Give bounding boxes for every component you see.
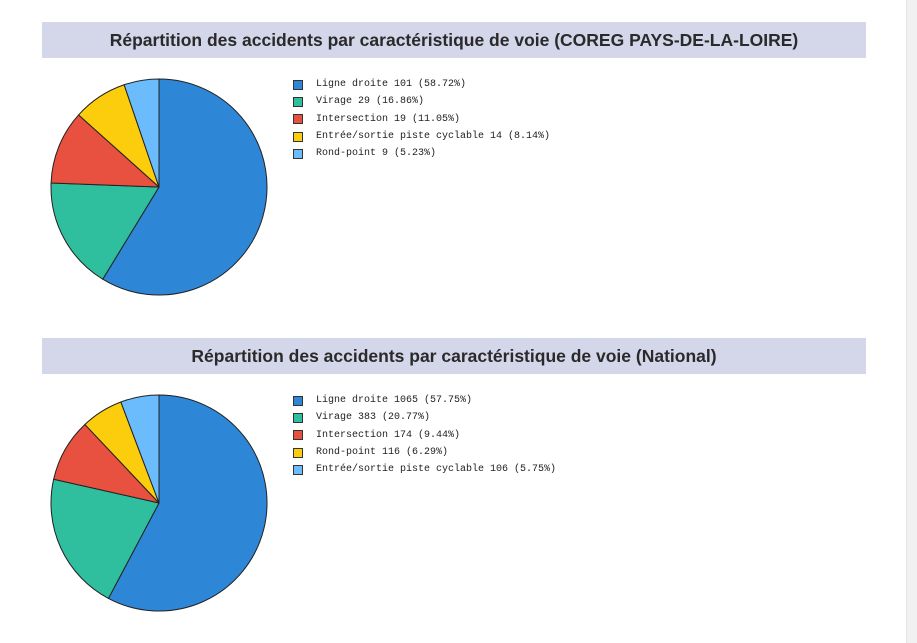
chart-title: Répartition des accidents par caractéris…: [191, 345, 717, 366]
legend-label: Ligne droite 1065 (57.75%): [316, 395, 473, 407]
legend-national: Ligne droite 1065 (57.75%) Virage 383 (20…: [293, 392, 556, 478]
pie-slice-0: [107, 394, 268, 612]
legend-label: Ligne droite 101 (58.72%): [316, 79, 467, 91]
legend-item: Intersection 19 (11.05%): [293, 111, 550, 128]
legend-label: Intersection 174 (9.44%): [316, 429, 461, 441]
legend-swatch: [293, 395, 303, 406]
legend-label: Rond-point 116 (6.29%): [316, 447, 449, 459]
legend-label: Rond-point 9 (5.23%): [316, 148, 437, 160]
legend-swatch: [293, 131, 303, 142]
pie-slice-4: [120, 394, 160, 504]
legend-swatch: [293, 114, 303, 125]
legend-label: Entrée/sortie piste cyclable 106 (5.75%): [316, 464, 557, 476]
legend-item: Intersection 174 (9.44%): [293, 427, 556, 444]
legend-label: Intersection 19 (11.05%): [316, 113, 461, 125]
pie-slice-2: [50, 114, 160, 188]
legend-swatch: [293, 96, 303, 107]
scrollbar-track[interactable]: [906, 0, 917, 643]
chart-title-bar: Répartition des accidents par caractéris…: [42, 22, 866, 58]
chart-title-bar: Répartition des accidents par caractéris…: [42, 338, 866, 374]
legend-item: Virage 383 (20.77%): [293, 409, 556, 426]
pie-chart-coreg: [50, 78, 268, 296]
legend-item: Virage 29 (16.86%): [293, 93, 550, 110]
legend-coreg: Ligne droite 101 (58.72%) Virage 29 (16.8…: [293, 76, 550, 162]
legend-item: Ligne droite 1065 (57.75%): [293, 392, 556, 409]
legend-swatch: [293, 148, 303, 159]
legend-swatch: [293, 430, 303, 441]
legend-item: Rond-point 9 (5.23%): [293, 145, 550, 162]
pie-slice-1: [50, 478, 160, 599]
pie-chart-national: [50, 394, 268, 612]
legend-label: Entrée/sortie piste cyclable 14 (8.14%): [316, 131, 551, 143]
legend-item: Entrée/sortie piste cyclable 14 (8.14%): [293, 128, 550, 145]
pie-slice-4: [123, 78, 160, 188]
legend-swatch: [293, 464, 303, 475]
legend-item: Ligne droite 101 (58.72%): [293, 76, 550, 93]
legend-swatch: [293, 447, 303, 458]
pie-slice-1: [50, 182, 160, 280]
chart-title: Répartition des accidents par caractéris…: [109, 29, 799, 50]
chart-panel-coreg: Répartition des accidents par caractéris…: [42, 22, 866, 296]
legend-swatch: [293, 412, 303, 423]
legend-label: Virage 29 (16.86%): [316, 96, 425, 108]
legend-item: Rond-point 116 (6.29%): [293, 444, 556, 461]
pie-slice-0: [102, 78, 268, 296]
chart-panel-national: Répartition des accidents par caractéris…: [42, 338, 866, 612]
legend-item: Entrée/sortie piste cyclable 106 (5.75%): [293, 461, 556, 478]
legend-label: Virage 383 (20.77%): [316, 412, 431, 424]
legend-swatch: [293, 79, 303, 90]
